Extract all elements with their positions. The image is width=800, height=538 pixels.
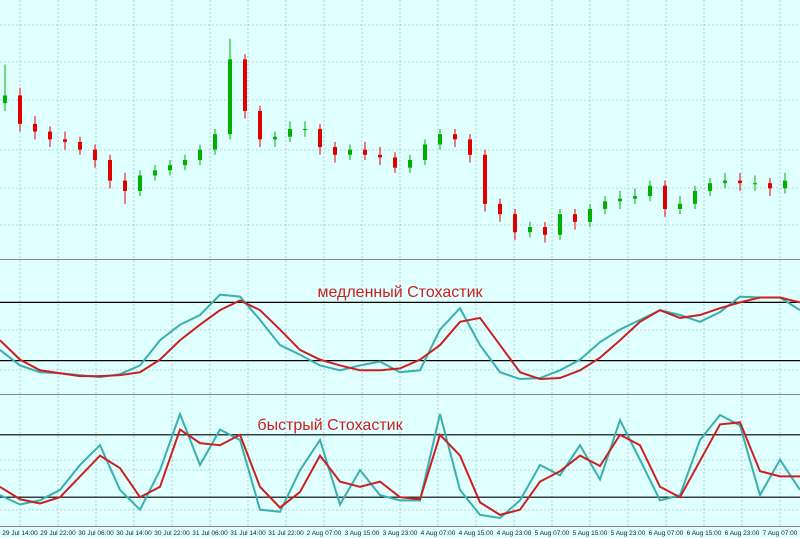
candle-body <box>468 139 472 155</box>
candle-body <box>693 190 697 204</box>
candle-body <box>48 131 52 140</box>
candle-body <box>318 129 322 148</box>
stochastic-line <box>0 296 800 381</box>
candle-body <box>3 95 7 104</box>
x-tick-label: 6 Aug 15:00 <box>687 530 722 537</box>
candle-body <box>708 183 712 191</box>
candle-body <box>378 154 382 158</box>
candle-body <box>33 123 37 132</box>
candle-body <box>243 59 247 111</box>
candle-body <box>138 175 142 191</box>
candle-body <box>543 227 547 235</box>
candle-body <box>153 170 157 176</box>
candle-body <box>333 147 337 155</box>
x-tick-label: 4 Aug 15:00 <box>459 530 494 537</box>
x-tick-label: 2 Aug 07:00 <box>307 530 342 537</box>
candle-body <box>678 203 682 209</box>
candle-body <box>528 227 532 233</box>
x-tick-label: 31 Jul 22:00 <box>268 530 304 537</box>
candle-body <box>18 95 22 124</box>
candle-body <box>213 134 217 150</box>
candle-body <box>558 214 562 235</box>
x-tick-label: 30 Jul 14:00 <box>116 530 152 537</box>
x-tick-label: 6 Aug 07:00 <box>649 530 684 537</box>
candle-body <box>183 159 187 166</box>
candle-body <box>438 134 442 145</box>
candle-body <box>588 208 592 222</box>
candle-body <box>288 129 292 137</box>
candle-body <box>663 185 667 209</box>
candle-body <box>723 180 727 184</box>
candle-body <box>273 136 277 140</box>
candle-body <box>633 196 637 199</box>
x-tick-label: 3 Aug 15:00 <box>345 530 380 537</box>
candle-body <box>258 110 262 140</box>
x-tick-label: 3 Aug 23:00 <box>383 530 418 537</box>
candle-body <box>348 149 352 155</box>
x-tick-label: 5 Aug 15:00 <box>573 530 608 537</box>
candle-body <box>108 159 112 181</box>
stochastic-line <box>0 411 800 520</box>
candle-body <box>63 139 67 142</box>
panel-title: медленный Стохастик <box>317 284 483 301</box>
candle-body <box>603 201 607 209</box>
candle-body <box>648 185 652 197</box>
candle-body <box>618 198 622 202</box>
candle-body <box>753 183 757 185</box>
candle-body <box>423 144 427 160</box>
x-tick-label: 29 Jul 14:00 <box>2 530 38 537</box>
candle-body <box>168 165 172 171</box>
candle-body <box>93 149 97 160</box>
x-tick-label: 5 Aug 07:00 <box>535 530 570 537</box>
candle-body <box>738 180 742 184</box>
candle-body <box>198 149 202 160</box>
x-tick-label: 31 Jul 14:00 <box>230 530 266 537</box>
x-tick-label: 29 Jul 22:00 <box>40 530 76 537</box>
x-tick-label: 5 Aug 23:00 <box>611 530 646 537</box>
panel-title: быстрый Стохастик <box>257 417 403 434</box>
x-tick-label: 30 Jul 06:00 <box>78 530 114 537</box>
x-tick-label: 30 Jul 22:00 <box>154 530 190 537</box>
candle-body <box>228 59 232 135</box>
candle-body <box>453 134 457 140</box>
candle-body <box>573 214 577 222</box>
candle-body <box>78 141 82 150</box>
candle-body <box>123 180 127 191</box>
x-tick-label: 6 Aug 23:00 <box>725 530 760 537</box>
candle-body <box>408 159 412 168</box>
candle-body <box>393 157 397 168</box>
candle-body <box>303 129 307 130</box>
stochastic-line <box>0 421 800 516</box>
candle-body <box>483 154 487 204</box>
x-tick-label: 4 Aug 07:00 <box>421 530 456 537</box>
x-tick-label: 31 Jul 06:00 <box>192 530 228 537</box>
candle-body <box>768 183 772 189</box>
x-tick-label: 4 Aug 23:00 <box>497 530 532 537</box>
candle-body <box>783 180 787 189</box>
candle-body <box>513 214 517 233</box>
x-tick-label: 7 Aug 07:00 <box>763 530 798 537</box>
candle-body <box>363 149 367 155</box>
candle-body <box>498 203 502 215</box>
